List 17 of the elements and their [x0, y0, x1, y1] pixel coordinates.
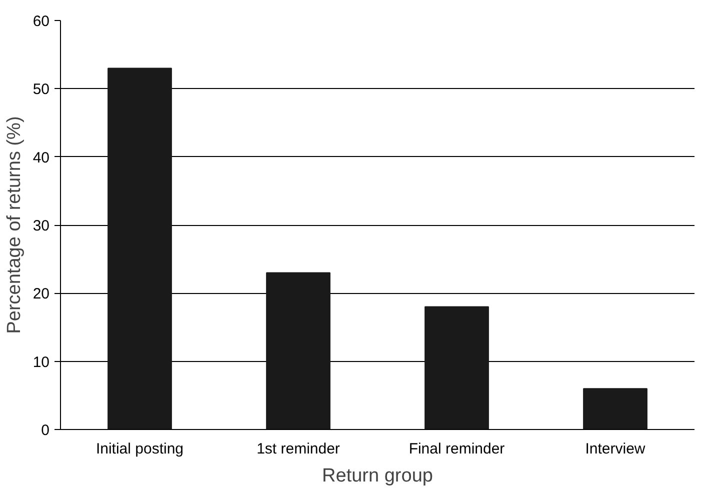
x-tick-label: Final reminder: [408, 440, 505, 458]
y-tick-label: 40: [32, 149, 50, 166]
y-tick-label: 20: [32, 286, 50, 303]
y-tick-label: 50: [32, 81, 50, 98]
x-tick-label: 1st reminder: [256, 440, 340, 458]
x-axis-title: Return group: [322, 466, 433, 486]
x-tick-label: Initial posting: [96, 440, 184, 458]
y-tick-label: 0: [41, 422, 50, 439]
y-tick-label: 60: [32, 13, 50, 30]
bar: [583, 388, 648, 430]
y-tick-label: 10: [32, 354, 50, 371]
x-tick-label: Interview: [585, 440, 646, 458]
bar: [266, 272, 330, 430]
bar: [424, 306, 489, 430]
y-tick-label: 30: [32, 218, 50, 234]
bar: [108, 68, 172, 430]
y-axis-title: Percentage of returns (%): [4, 116, 25, 334]
